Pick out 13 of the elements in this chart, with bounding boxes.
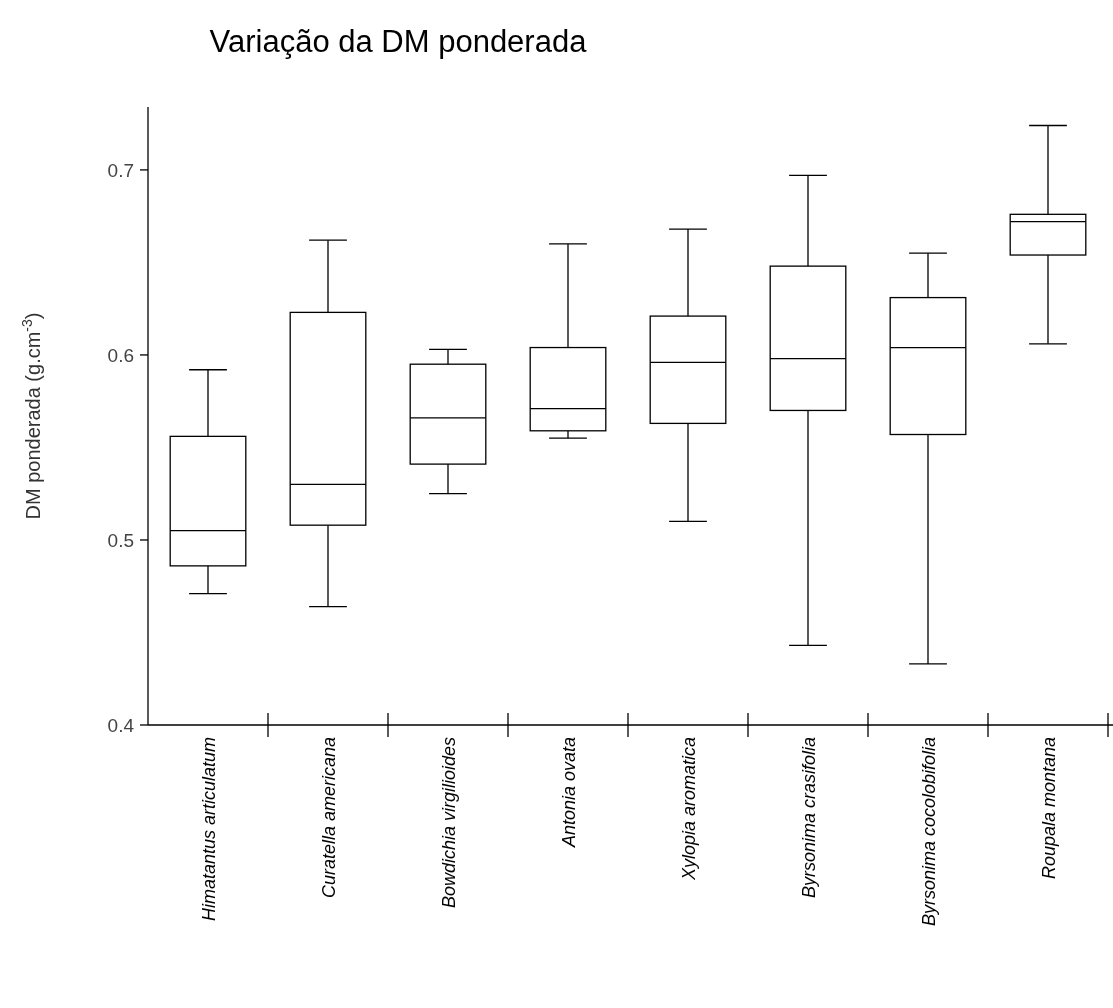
y-tick-label: 0.7: [107, 159, 134, 181]
x-tick-label: Byrsonima cocolobifolia: [919, 737, 939, 927]
x-tick-label: Bowdichia virgilioides: [439, 737, 459, 909]
x-tick-label: Antonia ovata: [559, 737, 579, 849]
x-tick-label: Curatella americana: [319, 737, 339, 899]
x-tick-label: Roupala montana: [1039, 737, 1059, 880]
chart-title: Variação da DM ponderada: [209, 24, 588, 59]
y-tick-label: 0.5: [107, 529, 134, 551]
x-tick-label: Himatantus articulatum: [199, 737, 219, 922]
y-tick-label: 0.6: [107, 344, 134, 366]
x-tick-label: Xylopia aromatica: [679, 737, 699, 882]
x-tick-label: Byrsonima crasifolia: [799, 737, 819, 899]
y-tick-label: 0.4: [107, 714, 135, 736]
